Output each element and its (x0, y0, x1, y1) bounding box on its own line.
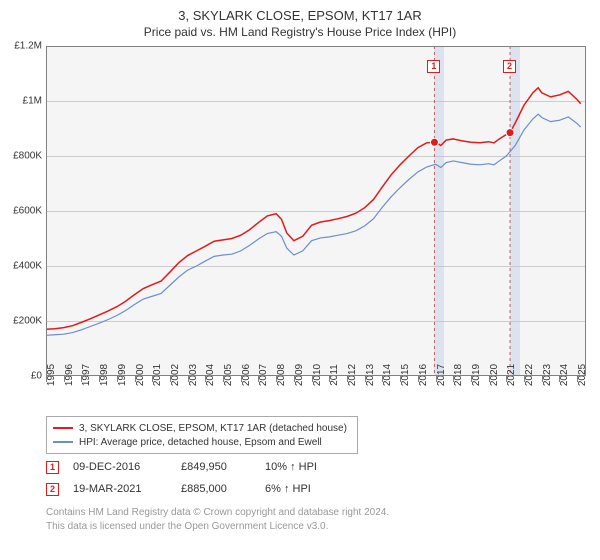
y-tick-label: £200K (2, 316, 42, 327)
y-tick-label: £800K (2, 151, 42, 162)
chart-subtitle: Price paid vs. HM Land Registry's House … (0, 23, 600, 43)
plot-area: £0£200K£400K£600K£800K£1M£1.2M 199519961… (46, 46, 586, 376)
sale-pct: 10% ↑ HPI (265, 461, 337, 473)
credit-line: This data is licensed under the Open Gov… (46, 520, 590, 534)
sale-row: 2 19-MAR-2021 £885,000 6% ↑ HPI (46, 478, 586, 500)
y-tick-label: £600K (2, 206, 42, 217)
sale-row: 1 09-DEC-2016 £849,950 10% ↑ HPI (46, 456, 586, 478)
legend-label: HPI: Average price, detached house, Epso… (79, 437, 322, 448)
chart-title: 3, SKYLARK CLOSE, EPSOM, KT17 1AR (0, 0, 600, 23)
legend-item: HPI: Average price, detached house, Epso… (53, 435, 351, 449)
sale-price: £849,950 (181, 461, 251, 473)
sale-price: £885,000 (181, 483, 251, 495)
plot-frame (46, 46, 586, 376)
legend-label: 3, SKYLARK CLOSE, EPSOM, KT17 1AR (detac… (79, 423, 347, 434)
sale-marker-box: 1 (46, 461, 59, 474)
y-tick-label: £0 (2, 371, 42, 382)
y-tick-label: £1.2M (2, 41, 42, 52)
legend-item: 3, SKYLARK CLOSE, EPSOM, KT17 1AR (detac… (53, 421, 351, 435)
sales-table: 1 09-DEC-2016 £849,950 10% ↑ HPI 2 19-MAR-202… (46, 456, 586, 500)
chart-container: 3, SKYLARK CLOSE, EPSOM, KT17 1AR Price … (0, 0, 600, 560)
legend-swatch (53, 427, 73, 429)
legend: 3, SKYLARK CLOSE, EPSOM, KT17 1AR (detac… (46, 416, 358, 454)
y-tick-label: £1M (2, 96, 42, 107)
credit-text: Contains HM Land Registry data © Crown c… (46, 506, 590, 533)
credit-line: Contains HM Land Registry data © Crown c… (46, 506, 590, 520)
y-tick-label: £400K (2, 261, 42, 272)
sale-pct: 6% ↑ HPI (265, 483, 337, 495)
sale-marker-box: 2 (46, 483, 59, 496)
legend-swatch (53, 441, 73, 443)
sale-date: 09-DEC-2016 (73, 461, 167, 473)
sale-date: 19-MAR-2021 (73, 483, 167, 495)
